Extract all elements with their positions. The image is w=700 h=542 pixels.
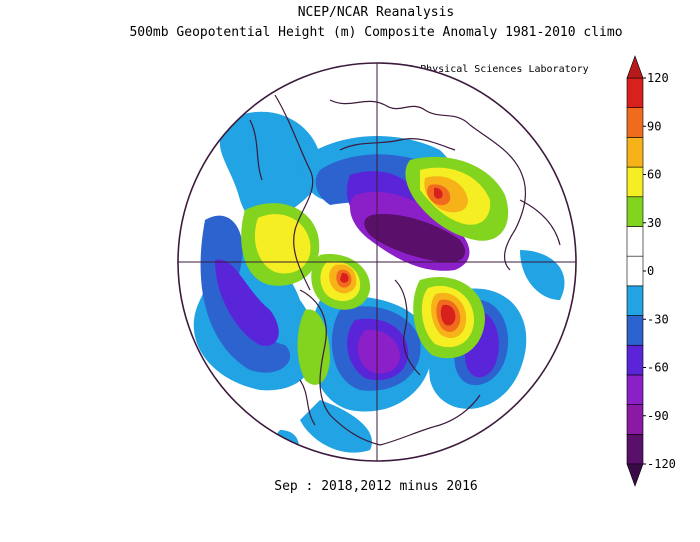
colorbar-bin — [626, 255, 644, 287]
colorbar-bin — [626, 315, 644, 346]
map-subtitle: 500mb Geopotential Height (m) Composite … — [129, 25, 623, 40]
colorbar-bin — [626, 107, 644, 138]
colorbar-bin — [626, 137, 644, 168]
colorbar-tick-label: 90 — [647, 119, 661, 133]
negative-anomaly-extreme — [364, 214, 466, 263]
colorbar-bin — [626, 166, 644, 198]
colorbar-tick-label: 30 — [647, 216, 661, 230]
colorbar-bin — [626, 434, 644, 465]
colorbar-bin — [626, 344, 644, 376]
colorbar-tick-label: -30 — [647, 312, 669, 326]
colorbar-min-arrow — [626, 463, 644, 487]
colorbar-tick-label: -90 — [647, 409, 669, 423]
credit-label: NOAA Physical Sciences Laboratory — [390, 64, 589, 75]
colorbar-bin — [626, 404, 644, 435]
colorbar-tick-label: 120 — [647, 71, 669, 85]
colorbar-bin — [626, 226, 644, 257]
colorbar-tick-label: -120 — [647, 457, 676, 471]
positive-anomaly-extreme — [340, 187, 456, 326]
colorbar-bin — [626, 374, 644, 405]
map-boundary-circle — [177, 62, 577, 462]
footer-caption: Sep : 2018,2012 minus 2016 — [274, 479, 478, 494]
colorbar-tick-label: -60 — [647, 361, 669, 375]
coastlines — [249, 94, 561, 446]
map-title: NCEP/NCAR Reanalysis — [297, 5, 455, 20]
colorbar-bin — [626, 196, 644, 227]
colorbar-max-arrow — [626, 55, 644, 79]
colorbar-tick-label: 0 — [647, 264, 654, 278]
colorbar-bin — [626, 77, 644, 108]
colorbar-bin — [626, 285, 644, 316]
colorbar-tick-label: 60 — [647, 168, 661, 182]
